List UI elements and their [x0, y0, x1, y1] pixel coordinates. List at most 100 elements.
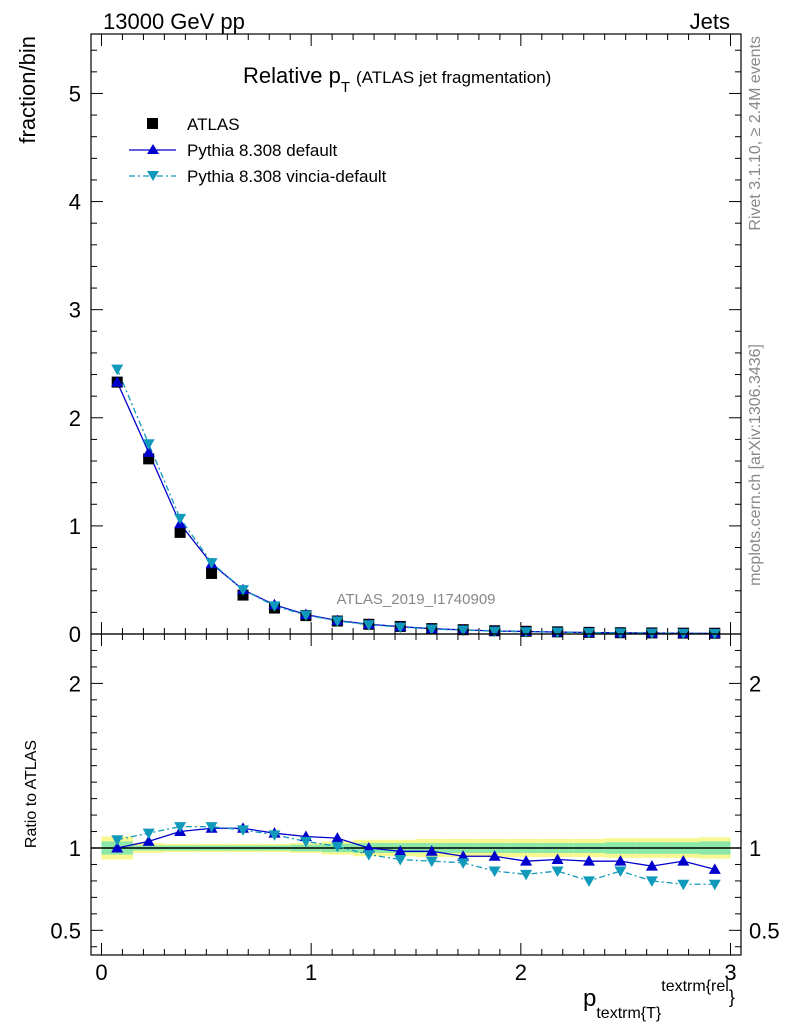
ratio-default-point	[457, 850, 470, 861]
ratio-default-point	[520, 855, 533, 866]
ratio-x-tick-label: 0	[95, 960, 107, 985]
vincia-point	[237, 585, 250, 596]
mcplots-label: mcplots.cern.ch [arXiv:1306.3436]	[747, 344, 764, 586]
ratio-panel: 0.5 0.5 1 1 2 2 0 1 2 3	[50, 634, 780, 985]
ratio-vincia-point	[520, 869, 533, 881]
main-y-tick-label: 5	[69, 81, 81, 106]
ratio-y-tick-label-right: 0.5	[749, 918, 780, 943]
main-y-tick-label: 3	[69, 298, 81, 323]
default-point	[111, 376, 124, 387]
ratio-vincia-point	[174, 822, 187, 833]
ratio-vincia-point	[237, 825, 250, 836]
ratio-y-tick-label: 0.5	[50, 918, 81, 943]
ratio-vincia-point	[394, 855, 407, 866]
ratio-vincia-point	[614, 866, 627, 878]
ratio-x-tick-label: 2	[515, 960, 527, 985]
vincia-point	[582, 628, 595, 639]
ratio-vincia-point	[205, 822, 218, 833]
ratio-y-axis-label: Ratio to ATLAS	[23, 740, 40, 848]
default-point	[142, 446, 155, 457]
plot-title-main: Relative p	[243, 63, 341, 88]
ratio-vincia-point	[551, 866, 564, 878]
ratio-default-line	[117, 827, 715, 871]
ratio-x-tick-label: 1	[305, 960, 317, 985]
main-y-tick-label: 0	[69, 622, 81, 647]
x-axis-label-sub: textrm{T	[596, 1005, 656, 1022]
ratio-default-point	[708, 863, 721, 874]
main-y-tick-label: 1	[69, 514, 81, 539]
x-axis-label-sup: textrm{rel	[661, 978, 729, 995]
x-axis-label-p: p	[583, 985, 596, 1012]
ratio-default-point	[551, 853, 564, 865]
vincia-point	[425, 624, 438, 636]
ratio-y-tick-label: 1	[69, 836, 81, 861]
vincia-point	[394, 622, 407, 634]
vincia-line	[116, 368, 715, 635]
ratio-default-point	[488, 850, 501, 861]
main-panel: 0 1 2 3 4 5	[69, 34, 741, 647]
ratio-vincia-point	[299, 836, 312, 848]
legend-marker-atlas	[147, 118, 158, 129]
ratio-default-point	[362, 842, 375, 853]
vincia-point	[268, 601, 281, 612]
vincia-point	[142, 439, 155, 450]
main-y-axis-label: fraction/bin	[15, 36, 40, 144]
ratio-y-tick-label-right: 1	[749, 836, 761, 861]
vincia-point	[488, 626, 501, 638]
ratio-vincia-point	[331, 841, 344, 853]
x-axis-label: ptextrm{T}textrm{rel}	[583, 978, 735, 1022]
legend-label-default: Pythia 8.308 default	[187, 141, 338, 160]
legend-marker-default	[147, 144, 159, 154]
ratio-vincia-point	[457, 858, 470, 869]
main-y-tick-label: 4	[69, 190, 81, 215]
vincia-point	[457, 625, 470, 637]
ratio-vincia-point	[362, 850, 375, 861]
ratio-vincia-point	[111, 835, 124, 846]
ratio-y-tick-label-right: 2	[749, 671, 761, 696]
atlas-point	[174, 526, 186, 538]
analysis-id-label: ATLAS_2019_I1740909	[336, 591, 495, 608]
plot-title: Relative pT (ATLAS jet fragmentation)	[243, 63, 551, 96]
ratio-vincia-point	[582, 876, 595, 887]
ratio-default-point	[677, 855, 690, 866]
ratio-vincia-point	[268, 830, 281, 841]
legend: ATLAS Pythia 8.308 default Pythia 8.308 …	[129, 115, 387, 186]
ratio-default-point	[425, 845, 438, 856]
vincia-point	[205, 558, 218, 569]
ratio-x-tick-label: 3	[724, 960, 736, 985]
vincia-point	[174, 513, 187, 525]
plot-title-paren: (ATLAS jet fragmentation)	[356, 68, 551, 87]
ratio-vincia-point	[142, 828, 155, 840]
ratio-frame	[90, 633, 742, 956]
legend-marker-vincia	[147, 171, 159, 181]
atlas-point	[143, 453, 155, 465]
ratio-vincia-point	[677, 879, 690, 891]
main-y-tick-label: 2	[69, 406, 81, 431]
plot-title-sub: T	[341, 79, 350, 96]
ratio-y-tick-label: 2	[69, 671, 81, 696]
ratio-vincia-line	[117, 825, 715, 885]
vincia-point	[551, 627, 564, 639]
x-axis-label-brace: }	[656, 1005, 662, 1022]
ratio-default-point	[645, 860, 658, 871]
vincia-point	[299, 610, 312, 622]
legend-label-vincia: Pythia 8.308 vincia-default	[187, 167, 387, 186]
legend-label-atlas: ATLAS	[187, 115, 240, 134]
vincia-point	[520, 627, 533, 638]
ratio-default-point	[614, 855, 627, 866]
category-label: Jets	[690, 9, 730, 34]
ratio-vincia-point	[425, 856, 438, 868]
ratio-default-point	[394, 845, 407, 856]
ratio-vincia-point	[708, 879, 721, 891]
ratio-default-point	[142, 835, 155, 846]
vincia-point	[362, 620, 375, 631]
ratio-default-point	[582, 855, 595, 866]
energy-label: 13000 GeV pp	[103, 9, 245, 34]
ratio-default-point	[331, 832, 344, 843]
x-axis-label-end: }	[729, 987, 735, 1007]
atlas-point	[206, 567, 218, 579]
ratio-vincia-point	[488, 866, 501, 878]
ratio-default-point	[111, 842, 124, 853]
ratio-vincia-point	[645, 876, 658, 887]
